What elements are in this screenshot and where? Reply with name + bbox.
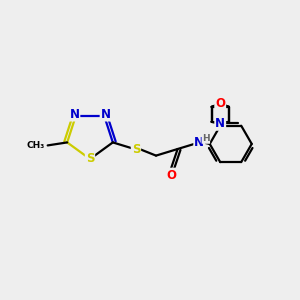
Text: S: S bbox=[132, 142, 140, 155]
Text: N: N bbox=[194, 136, 204, 149]
Text: N: N bbox=[69, 108, 80, 121]
Text: N: N bbox=[100, 108, 111, 121]
Text: S: S bbox=[86, 152, 94, 166]
Text: O: O bbox=[215, 97, 225, 110]
Text: CH₃: CH₃ bbox=[26, 141, 45, 150]
Text: H: H bbox=[202, 134, 210, 143]
Text: O: O bbox=[166, 169, 176, 182]
Text: N: N bbox=[215, 117, 225, 130]
